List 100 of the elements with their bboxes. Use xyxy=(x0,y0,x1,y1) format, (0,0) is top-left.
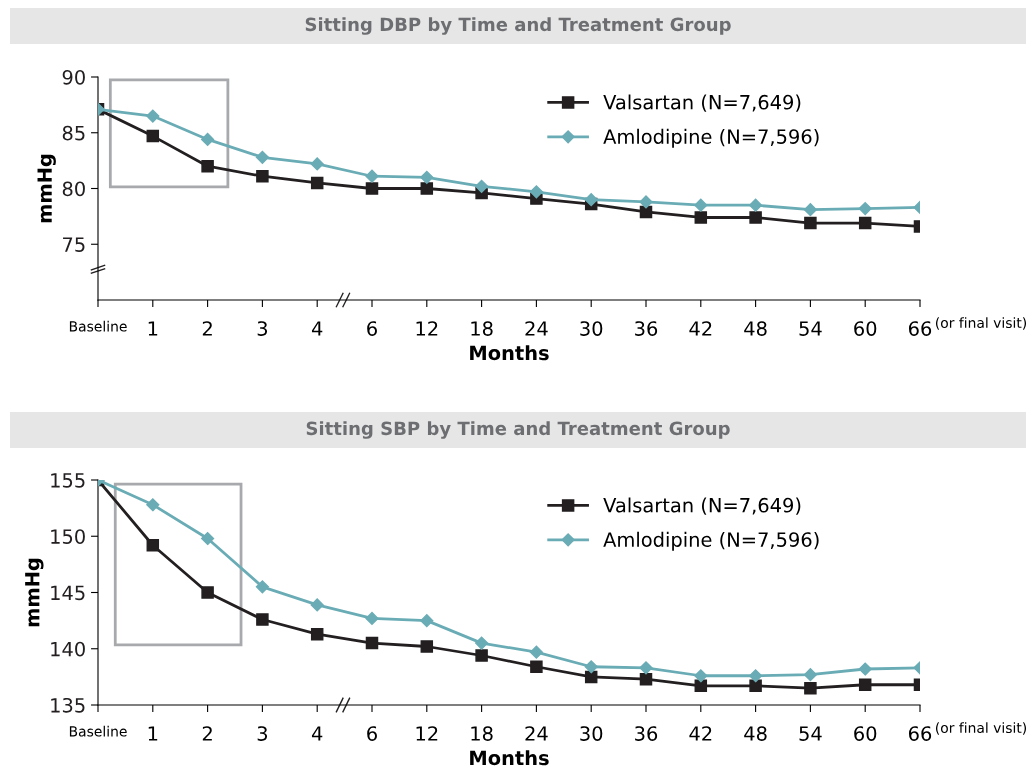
point xyxy=(858,662,872,676)
point xyxy=(256,613,269,626)
point xyxy=(749,211,762,224)
point xyxy=(420,640,434,653)
x-tick-label: 4 xyxy=(311,321,323,336)
x-tick-label: 48 xyxy=(744,726,767,741)
x-tick-label: 1 xyxy=(148,726,158,741)
point xyxy=(639,195,653,209)
x-tick-label: 54 xyxy=(799,726,822,741)
legend-label: Valsartan (N=7,649) xyxy=(603,497,801,515)
point xyxy=(639,661,653,675)
point xyxy=(310,157,324,171)
x-axis-title: Months xyxy=(470,750,549,766)
point xyxy=(201,586,214,599)
point xyxy=(310,627,324,641)
point xyxy=(475,649,488,662)
point xyxy=(858,678,872,692)
point xyxy=(694,679,708,693)
point xyxy=(529,185,543,199)
y-tick-label: 85 xyxy=(62,125,85,141)
y-tick-label: 140 xyxy=(51,641,85,657)
x-tick-label: 3 xyxy=(257,321,268,336)
x-tick-label: 4 xyxy=(311,726,323,741)
point xyxy=(365,636,379,650)
text: (or final visit) xyxy=(935,722,1027,735)
legend-label: Amlodipine (N=7,596) xyxy=(603,531,819,551)
y-tick-label: 145 xyxy=(51,585,85,601)
x-tick-label: 12 xyxy=(416,321,438,336)
point xyxy=(858,216,872,230)
legend-label: Amlodipine (N=7,596) xyxy=(603,128,819,148)
y-axis-title: mmHg xyxy=(25,558,44,627)
point xyxy=(365,169,379,183)
point xyxy=(420,182,434,195)
point xyxy=(146,109,160,123)
y-tick-label: 150 xyxy=(51,529,85,544)
chart-title: Sitting DBP by Time and Treatment Group xyxy=(305,17,731,35)
point xyxy=(475,179,489,193)
x-axis-title: Months xyxy=(470,345,549,361)
x-tick-label: 24 xyxy=(525,726,548,741)
x-tick-label: 60 xyxy=(854,726,877,741)
point xyxy=(639,672,653,686)
y-tick-label: 90 xyxy=(62,69,85,85)
x-tick-label: 54 xyxy=(799,321,822,336)
x-tick-label: Baseline xyxy=(69,725,127,737)
point xyxy=(475,636,489,650)
point xyxy=(749,679,762,693)
point xyxy=(201,531,215,546)
point xyxy=(584,660,598,674)
point xyxy=(365,182,379,195)
x-tick-label: Baseline xyxy=(69,320,127,332)
x-tick-label: 3 xyxy=(257,726,268,741)
x-tick-label: 36 xyxy=(635,726,658,741)
point xyxy=(694,198,708,212)
point xyxy=(749,198,763,212)
x-tick-label: 30 xyxy=(580,321,603,336)
point xyxy=(749,669,763,683)
y-tick-label: 80 xyxy=(62,181,85,197)
x-tick-label: 2 xyxy=(202,726,212,741)
legend-label: Valsartan (N=7,649) xyxy=(603,94,801,112)
y-tick-label: 135 xyxy=(51,697,85,713)
point xyxy=(584,193,598,207)
point xyxy=(804,681,817,695)
text: (or final visit) xyxy=(935,317,1027,330)
point xyxy=(694,669,708,683)
x-tick-label: 12 xyxy=(416,726,438,741)
x-tick-label: 1 xyxy=(148,321,158,336)
point xyxy=(146,498,160,512)
x-tick-label: 6 xyxy=(367,321,377,336)
point xyxy=(256,169,269,183)
x-tick-label: 18 xyxy=(471,321,493,336)
point xyxy=(584,670,598,684)
x-tick-label: 6 xyxy=(367,726,377,741)
point xyxy=(146,538,160,552)
point xyxy=(420,170,434,184)
x-tick-label: 60 xyxy=(854,321,877,336)
point xyxy=(529,645,543,659)
x-tick-label: 24 xyxy=(525,321,548,336)
point xyxy=(310,598,324,612)
y-axis-title: mmHg xyxy=(37,154,56,223)
point xyxy=(804,216,817,230)
point xyxy=(858,201,872,216)
point xyxy=(803,668,817,682)
point xyxy=(255,150,269,164)
point xyxy=(255,580,269,594)
point xyxy=(146,129,160,143)
point xyxy=(310,176,324,190)
x-tick-label: 66 xyxy=(908,726,932,741)
x-tick-label: 36 xyxy=(635,321,658,336)
y-tick-label: 155 xyxy=(51,473,85,488)
point xyxy=(365,611,379,625)
x-tick-label: 66 xyxy=(908,321,932,336)
point xyxy=(803,203,817,217)
x-tick-label: 48 xyxy=(744,321,767,336)
x-tick-label: 30 xyxy=(580,726,603,741)
point xyxy=(420,614,434,628)
point xyxy=(694,211,708,224)
point xyxy=(201,132,215,147)
point xyxy=(201,159,214,173)
x-tick-label: 18 xyxy=(471,726,493,741)
y-tick-label: 75 xyxy=(63,237,85,252)
